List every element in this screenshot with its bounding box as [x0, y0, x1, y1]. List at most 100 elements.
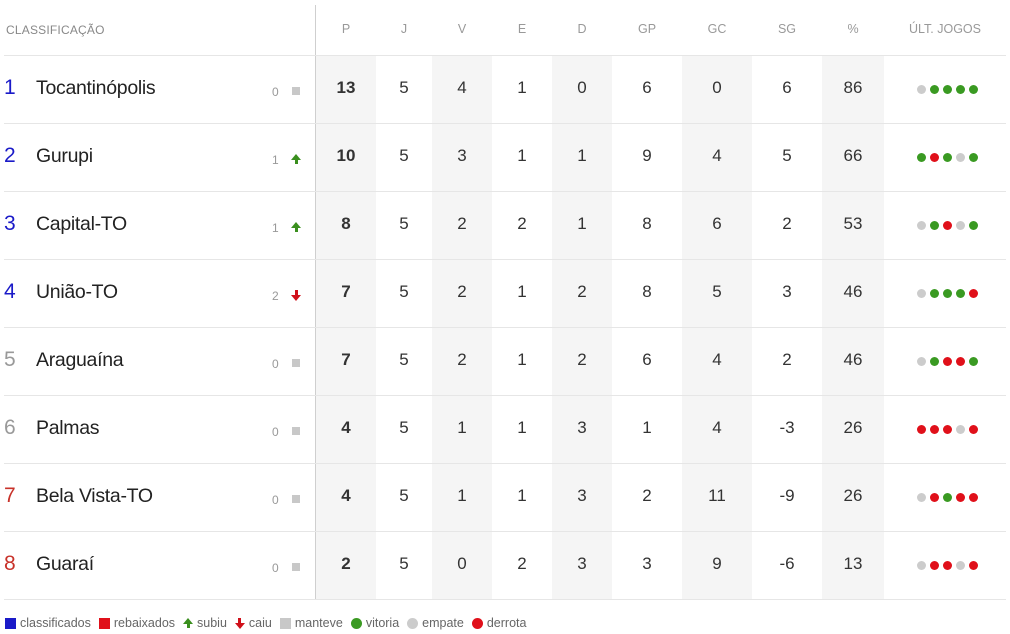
- stat-p: 2: [316, 532, 376, 599]
- derrota-dot-icon: [943, 425, 952, 434]
- vitoria-dot-icon: [917, 153, 926, 162]
- stat-gc: 11: [682, 464, 752, 531]
- arrow-down-icon: [291, 290, 302, 301]
- team-name[interactable]: Tocantinópolis: [36, 77, 156, 99]
- derrota-dot-icon: [930, 153, 939, 162]
- last-games: [884, 56, 1006, 123]
- vitoria-dot-icon: [930, 289, 939, 298]
- team-name[interactable]: Bela Vista-TO: [36, 485, 153, 507]
- stat-sg: 2: [782, 214, 792, 233]
- stat-j: 5: [399, 554, 409, 573]
- stat-e: 1: [517, 146, 527, 165]
- stat-j: 5: [399, 78, 409, 97]
- stat-v: 2: [432, 328, 492, 395]
- stat-v: 3: [432, 124, 492, 191]
- stat-p: 10: [316, 124, 376, 191]
- team-name[interactable]: Guaraí: [36, 553, 94, 575]
- empate-dot-icon: [956, 221, 965, 230]
- stat-pct: 46: [822, 328, 884, 395]
- last-games: [884, 260, 1006, 327]
- table-row[interactable]: 4 União-TO 2 7 5 2 1 2 8 5 3 46: [4, 260, 1006, 328]
- derrota-dot-icon: [930, 493, 939, 502]
- stat-pct: 53: [822, 192, 884, 259]
- team-cell: 3 Capital-TO 1: [4, 192, 316, 259]
- stat-p: 8: [316, 192, 376, 259]
- last-games: [884, 464, 1006, 531]
- table-row[interactable]: 7 Bela Vista-TO 0 4 5 1 1 3 2 11 -9 26: [4, 464, 1006, 532]
- empate-dot-icon: [917, 221, 926, 230]
- team-name[interactable]: União-TO: [36, 281, 118, 303]
- derrota-dot-icon: [969, 289, 978, 298]
- header-left: CLASSIFICAÇÃO: [4, 5, 316, 55]
- stat-sg: 3: [782, 282, 792, 301]
- derrota-dot-icon: [471, 617, 483, 629]
- header-col-v: V: [457, 22, 467, 36]
- position-number: 2: [4, 144, 16, 167]
- table-row[interactable]: 1 Tocantinópolis 0 13 5 4 1 0 6 0 6 86: [4, 56, 1006, 124]
- stat-gc: 4: [682, 396, 752, 463]
- empate-dot-icon: [917, 289, 926, 298]
- header-col-p: P: [341, 22, 351, 36]
- stat-gc: 6: [682, 192, 752, 259]
- table-header: CLASSIFICAÇÃO P J V E D GP GC SG% ÚLT. JOGOS: [4, 5, 1006, 56]
- derrota-dot-icon: [969, 493, 978, 502]
- vitoria-dot-icon: [943, 85, 952, 94]
- manteve-square-icon: [291, 86, 302, 97]
- table-row[interactable]: 8 Guaraí 0 2 5 0 2 3 3 9 -6 13: [4, 532, 1006, 600]
- team-name[interactable]: Capital-TO: [36, 213, 127, 235]
- classificados-swatch-icon: [5, 617, 16, 629]
- stat-gp: 9: [642, 146, 652, 165]
- stat-pct: 66: [822, 124, 884, 191]
- stat-pct: 13: [822, 532, 884, 599]
- stat-j: 5: [399, 486, 409, 505]
- stat-d: 1: [552, 124, 612, 191]
- header-col-d: D: [577, 22, 587, 36]
- manteve-square-icon: [279, 617, 291, 629]
- stat-p: 4: [316, 396, 376, 463]
- legend-rebaixados: rebaixados: [98, 616, 175, 630]
- table-row[interactable]: 6 Palmas 0 4 5 1 1 3 1 4 -3 26: [4, 396, 1006, 464]
- header-col-e: E: [517, 22, 527, 36]
- arrow-up-icon: [291, 222, 302, 233]
- table-row[interactable]: 3 Capital-TO 1 8 5 2 2 1 8 6 2 53: [4, 192, 1006, 260]
- stat-e: 1: [517, 486, 527, 505]
- position-change: 0: [272, 85, 279, 99]
- stat-v: 0: [432, 532, 492, 599]
- team-cell: 1 Tocantinópolis 0: [4, 56, 316, 123]
- stat-v: 2: [432, 260, 492, 327]
- stat-p: 7: [316, 260, 376, 327]
- stat-j: 5: [399, 350, 409, 369]
- legend-manteve: manteve: [279, 616, 343, 630]
- stat-d: 3: [552, 396, 612, 463]
- vitoria-dot-icon: [943, 493, 952, 502]
- stat-gc: 4: [682, 328, 752, 395]
- stat-sg: -9: [779, 486, 795, 505]
- team-name[interactable]: Palmas: [36, 417, 100, 439]
- stat-pct: 46: [822, 260, 884, 327]
- stat-j: 5: [399, 146, 409, 165]
- derrota-dot-icon: [917, 425, 926, 434]
- position-change: 1: [272, 153, 279, 167]
- position-number: 7: [4, 484, 16, 507]
- legend-empate: empate: [407, 616, 464, 630]
- stat-gp: 3: [642, 554, 652, 573]
- standings-table: CLASSIFICAÇÃO P J V E D GP GC SG% ÚLT. JOGOS 1 To…: [4, 5, 1006, 600]
- stat-j: 5: [399, 214, 409, 233]
- table-row[interactable]: 2 Gurupi 1 10 5 3 1 1 9 4 5 66: [4, 124, 1006, 192]
- empate-dot-icon: [956, 561, 965, 570]
- stat-gp: 1: [642, 418, 652, 437]
- stat-gp: 8: [642, 282, 652, 301]
- header-col-gp: GP: [637, 22, 657, 36]
- empate-dot-icon: [917, 357, 926, 366]
- stat-gc: 0: [682, 56, 752, 123]
- position-number: 1: [4, 76, 16, 99]
- position-change: 0: [272, 561, 279, 575]
- table-row[interactable]: 5 Araguaína 0 7 5 2 1 2 6 4 2 46: [4, 328, 1006, 396]
- last-games: [884, 328, 1006, 395]
- team-name[interactable]: Gurupi: [36, 145, 93, 167]
- stat-d: 1: [552, 192, 612, 259]
- legend-derrota: derrota: [471, 616, 526, 630]
- stat-v: 1: [432, 396, 492, 463]
- stat-sg: 2: [782, 350, 792, 369]
- team-name[interactable]: Araguaína: [36, 349, 124, 371]
